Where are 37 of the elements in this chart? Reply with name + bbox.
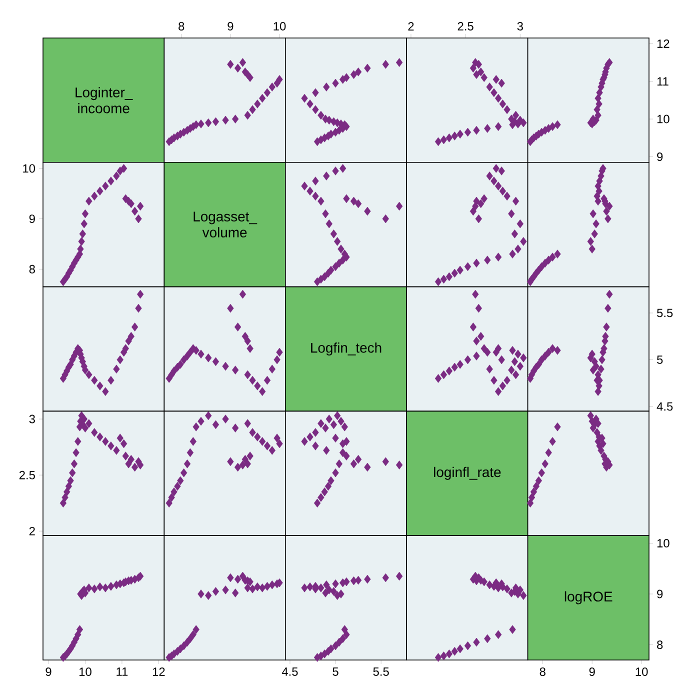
text: loginfl_rate [434,466,501,480]
y-tick-label: 8 [29,264,35,274]
y-tick-label: 10 [23,164,36,173]
x-tick-label: 2 [408,22,414,30]
x-tick-label: 4.5 [282,668,298,676]
y-tick-label: 2.5 [19,470,35,480]
y-tick-label: 8 [657,640,663,649]
x-tick-label: 8 [178,22,184,30]
x-tick-label: 10 [636,668,648,676]
y-tick-label: 12 [657,39,670,48]
x-tick-label: 5.5 [373,668,389,676]
y-tick-label: 10 [657,538,670,548]
y-tick-label: 10 [657,114,670,124]
y-tick-label: 3 [29,414,35,424]
y-tick-label: 5 [657,356,663,364]
text: logROE [564,591,612,604]
y-tick-label: 5.5 [657,308,673,318]
x-tick-label: 3 [517,22,523,30]
y-tick-label: 11 [657,77,668,86]
y-tick-label: 9 [29,214,35,224]
x-tick-label: 9 [228,22,234,30]
text: Logfin_tech [311,342,382,356]
x-tick-label: 8 [540,668,546,676]
text: Logasset_ volume [194,212,258,238]
x-tick-label: 2.5 [458,22,474,30]
x-tick-label: 5 [332,668,338,676]
y-tick-label: 9 [657,590,663,598]
y-tick-label: 2 [29,526,35,536]
x-tick-label: 10 [79,668,92,676]
x-tick-label: 9 [46,668,52,676]
x-tick-label: 11 [116,668,128,676]
y-tick-label: 9 [657,152,663,161]
x-tick-label: 10 [274,22,286,30]
y-tick-label: 4.5 [656,402,673,411]
text: Loginter_ incoome [76,87,133,114]
x-tick-label: 9 [589,668,595,676]
x-tick-label: 12 [152,668,165,676]
